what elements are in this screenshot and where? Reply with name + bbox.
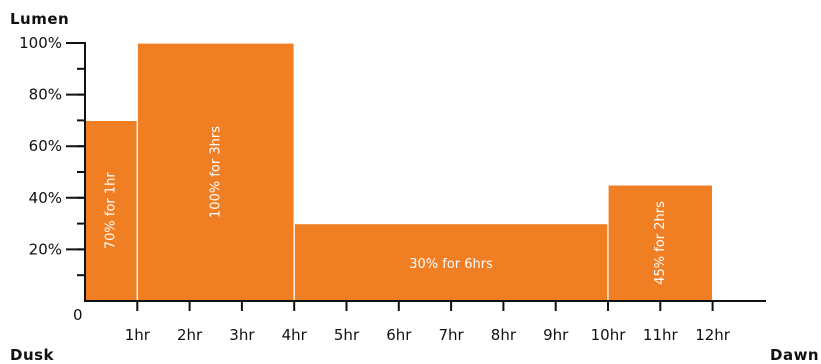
bar-segment-4 xyxy=(607,184,714,302)
x-tick-label: 12hr xyxy=(695,326,731,344)
x-tick-label: 6hr xyxy=(386,326,412,344)
bar-segment-1 xyxy=(84,119,138,302)
x-tick-label: 2hr xyxy=(177,326,203,344)
y-tick-label: 100% xyxy=(19,34,62,52)
x-tick-label: 11hr xyxy=(643,326,679,344)
x-tick-label: 4hr xyxy=(282,326,308,344)
x-tick-label: 3hr xyxy=(229,326,255,344)
y-ticks-group: 20% 40% 60% 80% 100% xyxy=(19,34,85,277)
dusk-label: Dusk xyxy=(10,346,55,364)
segment-label-2: 100% for 3hrs xyxy=(208,126,223,218)
y-axis-title: Lumen xyxy=(10,10,69,28)
x-tick-label: 1hr xyxy=(125,326,151,344)
dawn-label: Dawn xyxy=(770,346,819,364)
x-ticks-group: 1hr 2hr 3hr 4hr 5hr 6hr 7hr 8hr 9hr 10hr 11hr 12hr xyxy=(125,301,731,344)
y-tick-label: 20% xyxy=(29,240,62,258)
segment-label-4: 45% for 2hrs xyxy=(653,201,668,285)
x-tick-label: 10hr xyxy=(591,326,627,344)
bar-segment-2 xyxy=(136,42,295,302)
bars-group xyxy=(84,42,714,302)
x-tick-label: 8hr xyxy=(491,326,517,344)
segment-label-3: 30% for 6hrs xyxy=(409,257,493,272)
y-tick-label: 80% xyxy=(29,86,62,104)
bar-segment-3 xyxy=(293,223,609,302)
segment-label-1: 70% for 1hr xyxy=(104,172,119,250)
y-tick-label: 60% xyxy=(29,137,62,155)
x-tick-label: 9hr xyxy=(543,326,569,344)
segment-labels-group: 70% for 1hr 100% for 3hrs 30% for 6hrs 45% … xyxy=(104,126,668,285)
x-tick-label: 5hr xyxy=(334,326,360,344)
y-tick-label: 40% xyxy=(29,189,62,207)
x-tick-label: 7hr xyxy=(438,326,464,344)
origin-label: 0 xyxy=(73,306,83,324)
